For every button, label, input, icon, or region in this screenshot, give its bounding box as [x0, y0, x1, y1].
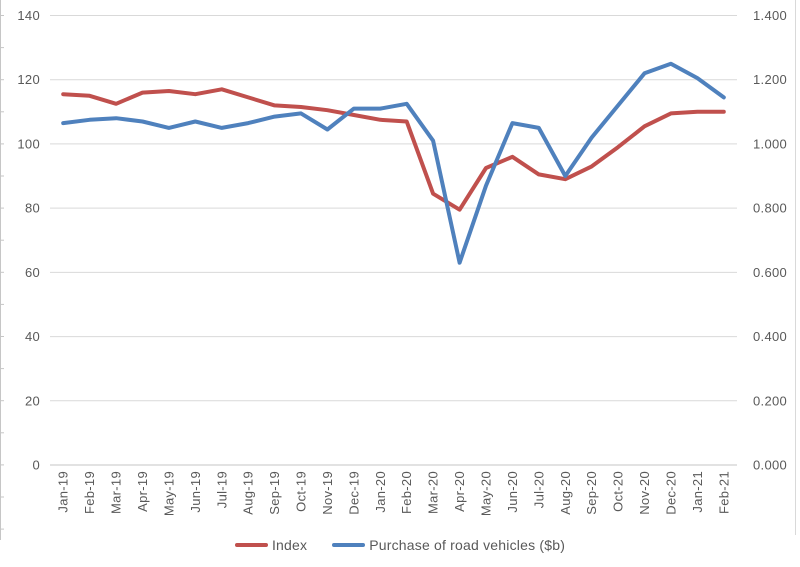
index-series-swatch	[234, 543, 268, 547]
index-series-label: Index	[271, 537, 308, 553]
x-axis-tick-label: Oct-19	[294, 471, 309, 512]
x-axis-tick-label: Jul-20	[531, 471, 546, 508]
x-axis-tick-label: Dec-20	[663, 471, 678, 515]
y-axis-tick-label-right: 0.600	[753, 265, 787, 280]
y-axis-tick-label-right: 0.200	[753, 393, 787, 408]
x-axis-tick-label: Feb-19	[82, 471, 97, 514]
y-axis-tick-label-right: 0.400	[753, 329, 787, 344]
x-axis-tick-label: Nov-20	[637, 471, 652, 515]
x-axis-tick-label: Aug-19	[241, 471, 256, 515]
vehicles-series-label: Purchase of road vehicles ($b)	[369, 537, 566, 553]
x-axis-tick-label: Mar-19	[109, 471, 124, 514]
x-axis-tick-label: Oct-20	[611, 471, 626, 512]
x-axis-tick-label: May-19	[161, 471, 176, 516]
x-axis-tick-label: Sep-19	[267, 471, 282, 515]
y-axis-tick-label-right: 1.000	[753, 136, 787, 151]
x-axis-tick-label: Jul-19	[214, 471, 229, 508]
y-axis-tick-label-right: 0.000	[753, 458, 787, 473]
series-line-vehicles	[61, 61, 726, 265]
x-axis-tick-label: Jan-21	[690, 471, 705, 513]
x-axis-tick-label: May-20	[478, 471, 493, 516]
series-line-index	[61, 87, 726, 212]
x-axis-tick-label: Apr-19	[135, 471, 150, 512]
x-axis-tick-label: Mar-20	[426, 471, 441, 514]
x-axis-tick-label: Jan-20	[373, 471, 388, 513]
x-axis-tick-label: Jun-19	[188, 471, 203, 513]
y-axis-tick-label-left: 120	[17, 72, 40, 87]
legend-item-index: Index	[234, 537, 308, 553]
x-axis-tick-label: Dec-19	[346, 471, 361, 515]
x-axis-tick-label: Apr-20	[452, 471, 467, 512]
x-axis-tick-label: Aug-20	[558, 471, 573, 515]
vehicles-series-swatch	[332, 543, 366, 547]
y-axis-tick-label-left: 60	[25, 265, 40, 280]
y-axis-tick-label-right: 0.800	[753, 201, 787, 216]
y-axis-tick-label-right: 1.200	[753, 72, 787, 87]
y-axis-tick-label-left: 0	[32, 458, 40, 473]
y-axis-tick-label-right: 1.400	[753, 8, 787, 23]
y-axis-tick-label-left: 40	[25, 329, 40, 344]
x-axis-tick-label: Feb-20	[399, 471, 414, 514]
y-axis-tick-label-left: 140	[17, 8, 40, 23]
x-axis-tick-label: Jun-20	[505, 471, 520, 513]
y-axis-tick-label-left: 80	[25, 201, 40, 216]
chart-legend: Index Purchase of road vehicles ($b)	[0, 537, 800, 553]
x-axis-tick-label: Feb-21	[716, 471, 731, 514]
x-axis-tick-label: Jan-19	[56, 471, 71, 513]
x-axis-tick-label: Sep-20	[584, 471, 599, 515]
y-axis-tick-label-left: 100	[17, 136, 40, 151]
legend-item-vehicles: Purchase of road vehicles ($b)	[332, 537, 565, 553]
x-axis-tick-label: Nov-19	[320, 471, 335, 515]
y-axis-tick-label-left: 20	[25, 393, 40, 408]
